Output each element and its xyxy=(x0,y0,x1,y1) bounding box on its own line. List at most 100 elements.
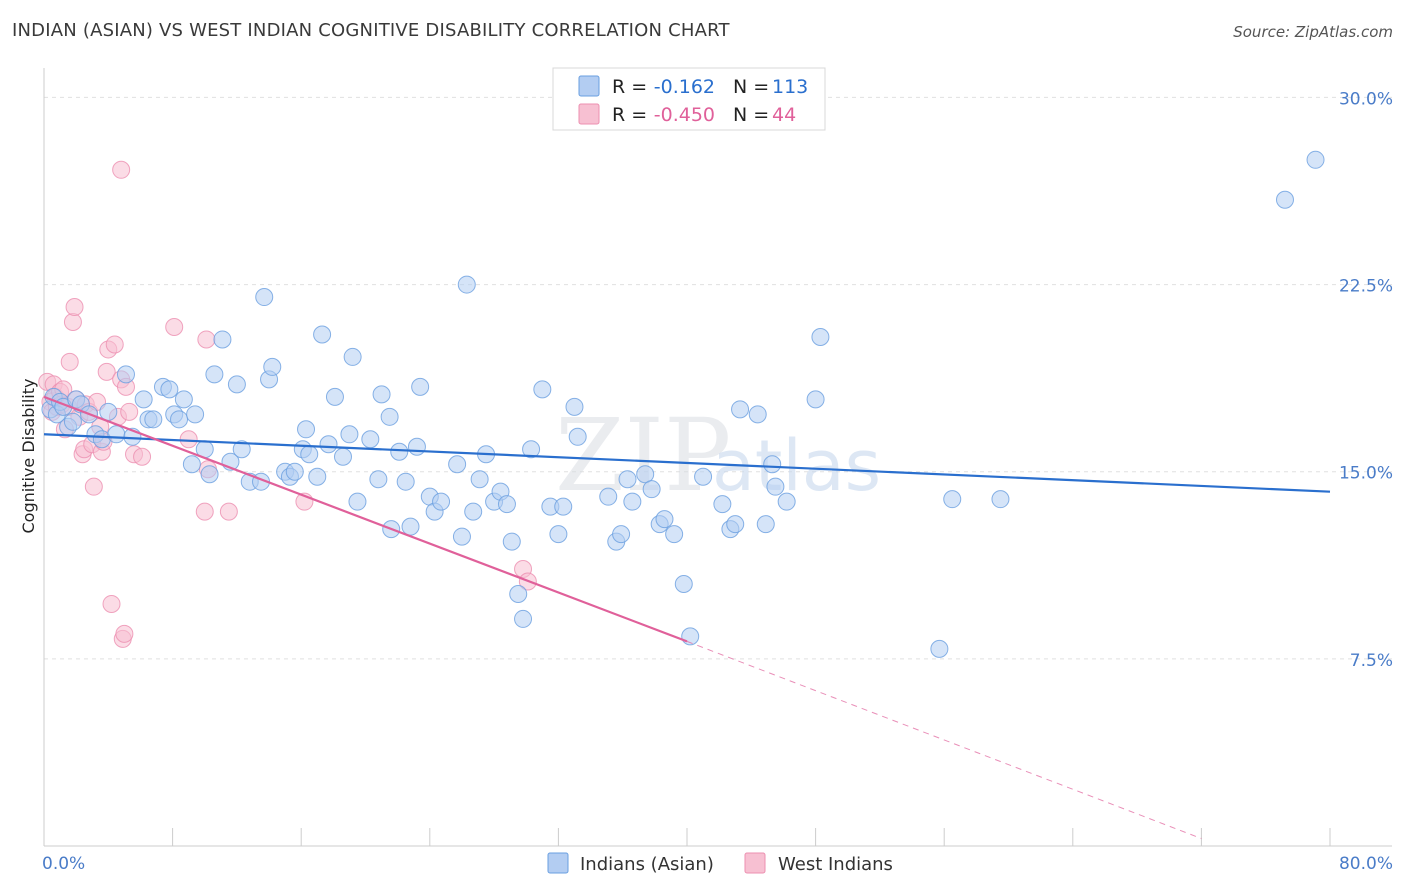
y-tick-label: 7.5% xyxy=(1350,651,1393,671)
data-point-indians-asian xyxy=(674,575,693,593)
data-point-indians-asian xyxy=(1306,150,1325,169)
data-point-indians-asian xyxy=(313,325,332,344)
data-point-indians-asian xyxy=(811,327,830,346)
data-point-indians-asian xyxy=(568,427,587,446)
data-point-indians-asian xyxy=(554,497,573,516)
data-point-indians-asian xyxy=(170,410,189,429)
data-point-indians-asian xyxy=(502,532,521,551)
data-point-indians-asian xyxy=(205,365,224,384)
y-axis-title: Cognitive Disability xyxy=(19,379,38,534)
data-point-west-indians xyxy=(63,313,82,331)
data-point-indians-asian xyxy=(255,288,274,307)
bottom-legend-swatch-pink xyxy=(744,852,766,874)
data-point-indians-asian xyxy=(340,425,359,444)
data-point-indians-asian xyxy=(372,385,391,404)
data-point-west-indians xyxy=(105,335,124,354)
data-point-indians-asian xyxy=(369,470,388,489)
trend-line-west-indians xyxy=(43,395,688,643)
data-point-indians-asian xyxy=(432,492,451,511)
data-point-indians-asian xyxy=(464,502,483,521)
x-tick-label: 80.0% xyxy=(1339,854,1393,874)
data-point-indians-asian xyxy=(599,487,618,506)
data-point-indians-asian xyxy=(186,405,205,424)
data-point-indians-asian xyxy=(806,390,825,409)
data-point-indians-asian xyxy=(182,455,201,474)
data-point-indians-asian xyxy=(497,495,516,514)
data-point-indians-asian xyxy=(213,330,232,349)
y-tick-labels: 7.5% 15.0% 22.5% 30.0% xyxy=(1339,89,1393,670)
data-point-indians-asian xyxy=(396,472,415,491)
data-point-west-indians xyxy=(84,477,103,496)
legend-r-value-1: -0.162 xyxy=(654,76,715,98)
data-point-west-indians xyxy=(197,330,216,349)
data-point-west-indians xyxy=(60,352,79,371)
data-point-indians-asian xyxy=(514,609,533,628)
axes xyxy=(43,68,1392,847)
data-point-west-indians xyxy=(133,447,152,466)
data-point-indians-asian xyxy=(325,387,344,406)
data-point-indians-asian xyxy=(361,430,380,449)
chart-title: INDIAN (ASIAN) VS WEST INDIAN COGNITIVE … xyxy=(12,20,730,41)
data-point-indians-asian xyxy=(731,400,750,419)
legend: R = -0.162 N = 113 R = -0.450 N = 44 xyxy=(552,67,826,131)
data-point-indians-asian xyxy=(612,525,631,544)
data-point-indians-asian xyxy=(748,405,767,424)
data-point-indians-asian xyxy=(407,437,426,456)
data-point-indians-asian xyxy=(308,467,327,486)
data-point-indians-asian xyxy=(333,447,352,466)
trend-line-indians-asian xyxy=(43,433,1331,493)
data-point-indians-asian xyxy=(930,639,949,658)
data-point-indians-asian xyxy=(533,380,552,399)
data-point-indians-asian xyxy=(991,490,1010,509)
data-point-indians-asian xyxy=(694,467,713,486)
series-west-indians xyxy=(38,160,537,648)
data-point-west-indians xyxy=(120,402,139,421)
data-point-indians-asian xyxy=(766,477,785,496)
data-point-indians-asian xyxy=(943,490,962,509)
data-point-west-indians xyxy=(115,624,134,643)
data-point-indians-asian xyxy=(623,492,642,511)
legend-r-label-2: R = xyxy=(612,104,647,126)
data-point-indians-asian xyxy=(549,525,568,544)
data-point-indians-asian xyxy=(411,377,430,396)
watermark: ZIP atlas xyxy=(555,397,881,514)
data-point-indians-asian xyxy=(319,435,338,454)
data-point-indians-asian xyxy=(144,410,163,429)
data-point-indians-asian xyxy=(227,375,246,394)
data-point-indians-asian xyxy=(713,495,732,514)
legend-n-label-2: N = xyxy=(733,104,769,126)
trend-line-west-indians-extension xyxy=(686,640,1202,839)
data-point-indians-asian xyxy=(655,510,674,529)
grid-lines xyxy=(44,96,1392,660)
y-tick-label: 15.0% xyxy=(1339,464,1393,484)
data-point-indians-asian xyxy=(452,527,471,546)
data-point-indians-asian xyxy=(348,492,367,511)
data-point-indians-asian xyxy=(380,407,399,426)
data-point-indians-asian xyxy=(763,455,782,474)
data-point-indians-asian xyxy=(63,412,82,431)
data-point-indians-asian xyxy=(470,470,489,489)
legend-r-value-2: -0.450 xyxy=(654,104,715,126)
legend-r-label-1: R = xyxy=(612,76,647,98)
data-point-indians-asian xyxy=(263,357,282,376)
watermark-zip: ZIP xyxy=(555,397,731,514)
x-tick-label: 0.0% xyxy=(42,854,85,874)
data-point-indians-asian xyxy=(565,397,584,416)
legend-swatch-blue xyxy=(578,75,600,97)
bottom-legend: Indians (Asian) West Indians xyxy=(547,852,893,875)
data-point-indians-asian xyxy=(174,390,193,409)
data-point-indians-asian xyxy=(726,515,745,534)
data-point-west-indians xyxy=(179,430,198,449)
data-point-west-indians xyxy=(65,298,84,317)
y-tick-label: 30.0% xyxy=(1339,89,1393,109)
data-point-west-indians xyxy=(112,160,131,179)
data-point-indians-asian xyxy=(522,440,541,459)
data-point-indians-asian xyxy=(116,365,135,384)
data-point-indians-asian xyxy=(343,347,362,366)
bottom-legend-label-indians: Indians (Asian) xyxy=(580,854,714,875)
data-point-west-indians xyxy=(165,317,184,336)
data-point-indians-asian xyxy=(618,470,637,489)
data-point-indians-asian xyxy=(99,402,118,421)
trend-lines xyxy=(43,395,1331,839)
